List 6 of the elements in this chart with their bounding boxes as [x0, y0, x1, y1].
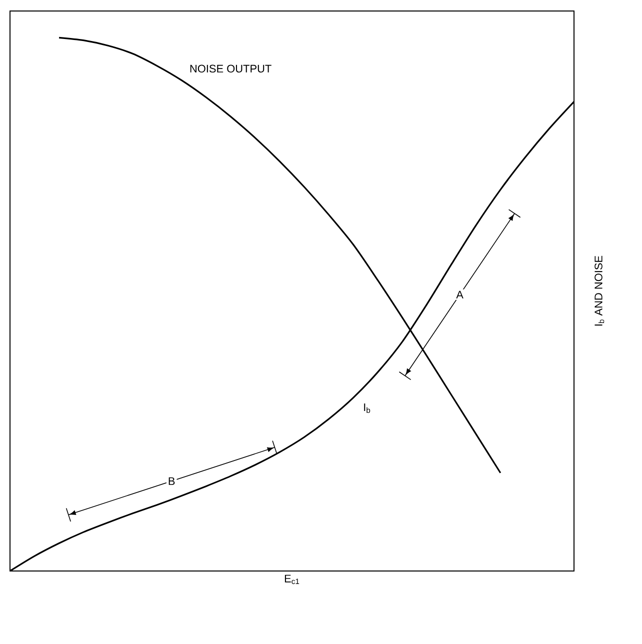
- x-axis-title: E$_{c1}$: [284, 574, 300, 584]
- series-label: NOISE OUTPUT: [190, 64, 272, 73]
- y-axis-title: I$_{b}$ AND NOISE: [594, 256, 604, 326]
- annotation: A: [456, 290, 464, 298]
- annotation: B: [168, 477, 175, 485]
- series-label: I$_{b}$: [364, 403, 370, 413]
